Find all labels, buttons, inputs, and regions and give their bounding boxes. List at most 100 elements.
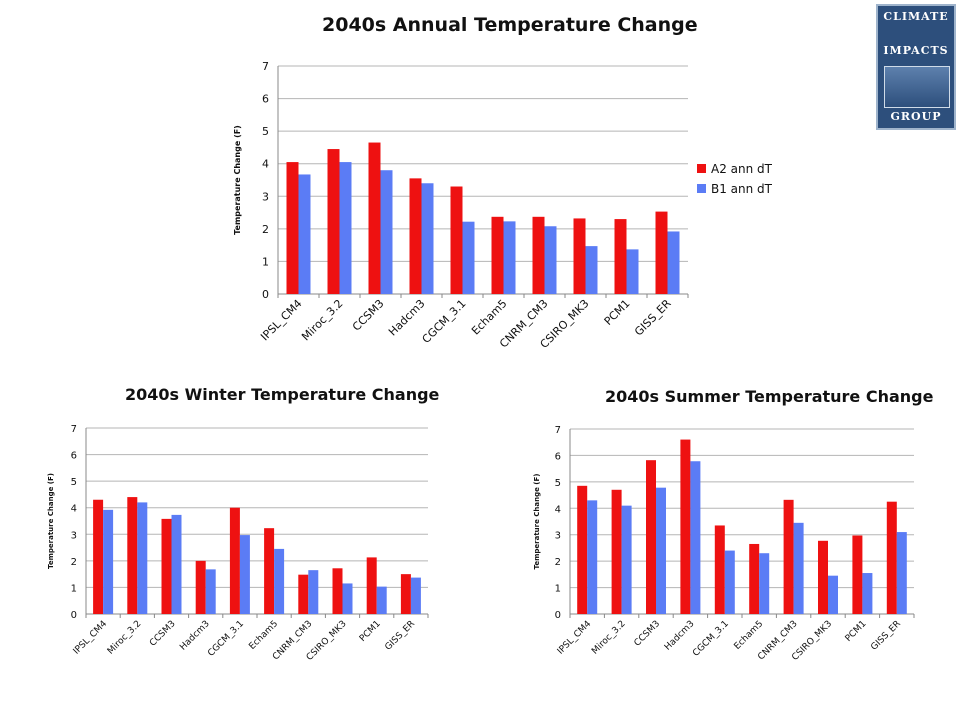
summer-bar-a2: [680, 439, 691, 614]
summer-category-label: Echam5: [733, 619, 766, 652]
summer-bar-b1: [724, 550, 735, 614]
summer-category-label: IPSL_CM4: [556, 619, 594, 657]
summer-bar-a2: [611, 489, 622, 614]
summer-bar-a2: [749, 543, 760, 614]
summer-bar-b1: [828, 575, 838, 614]
winter-bar-b1: [103, 509, 114, 614]
winter-bar-b1: [171, 514, 182, 614]
logo-line-2: IMPACTS: [883, 44, 949, 57]
winter-bar-a2: [161, 518, 172, 614]
summer-bar-a2: [577, 485, 588, 614]
winter-ytick-label: 6: [71, 451, 77, 462]
winter-ytick-label: 4: [71, 504, 77, 515]
winter-chart-title: 2040s Winter Temperature Change: [125, 385, 440, 404]
summer-bar-a2: [886, 501, 897, 614]
annual-ytick-label: 7: [262, 60, 269, 73]
summer-bar-b1: [759, 553, 770, 614]
winter-bar-a2: [127, 497, 138, 614]
summer-bar-b1: [862, 573, 873, 614]
annual-ytick-label: 2: [262, 223, 269, 236]
annual-bar-a2: [368, 142, 381, 294]
summer-bar-b1: [793, 522, 804, 614]
summer-ytick-label: 4: [555, 504, 561, 515]
summer-bar-b1: [621, 505, 632, 614]
annual-y-axis-label: Temperature Change (F): [233, 125, 242, 235]
annual-bar-a2: [532, 216, 545, 294]
winter-bar-a2: [400, 574, 411, 614]
summer-ytick-label: 3: [555, 531, 561, 542]
summer-ytick-label: 1: [555, 584, 561, 595]
summer-bar-a2: [714, 525, 725, 614]
annual-bar-b1: [503, 221, 516, 294]
annual-bar-a2: [491, 216, 504, 294]
summer-bar-b1: [690, 461, 701, 614]
annual-ytick-label: 4: [262, 158, 269, 171]
annual-legend-swatch: [697, 184, 706, 193]
winter-ytick-label: 3: [71, 530, 77, 541]
logo-landscape-icon: [884, 66, 950, 108]
annual-ytick-label: 6: [262, 93, 269, 106]
annual-bar-a2: [327, 149, 340, 294]
summer-category-label: CCSM3: [633, 619, 663, 649]
annual-bar-b1: [585, 246, 598, 294]
summer-chart-title: 2040s Summer Temperature Change: [605, 387, 934, 406]
summer-bar-a2: [783, 499, 794, 614]
summer-category-label: GISS_ER: [869, 619, 903, 653]
annual-ytick-label: 5: [262, 125, 269, 138]
summer-category-label: CGCM_3.1: [691, 619, 731, 659]
annual-bar-a2: [409, 178, 422, 294]
annual-bar-b1: [380, 170, 393, 294]
summer-ytick-label: 6: [555, 451, 561, 462]
winter-ytick-label: 0: [71, 610, 77, 621]
annual-bar-a2: [655, 211, 668, 294]
summer-bar-a2: [818, 540, 828, 614]
winter-bar-b1: [308, 570, 319, 614]
winter-ytick-label: 1: [71, 583, 77, 594]
summer-bar-a2: [646, 460, 656, 614]
annual-legend-label: A2 ann dT: [711, 162, 773, 176]
annual-legend-swatch: [697, 164, 706, 173]
winter-bar-a2: [93, 499, 104, 614]
summer-category-label: PCM1: [844, 619, 869, 644]
annual-ytick-label: 1: [262, 255, 269, 268]
annual-bar-a2: [614, 219, 627, 294]
annual-bar-b1: [667, 231, 680, 294]
annual-legend-label: B1 ann dT: [711, 182, 773, 196]
winter-bar-a2: [298, 574, 309, 614]
annual-bar-b1: [298, 174, 311, 294]
winter-bar-b1: [239, 535, 250, 614]
summer-y-axis-label: Temperature Change (F): [533, 474, 541, 570]
summer-ytick-label: 5: [555, 478, 561, 489]
logo-line-3: GROUP: [890, 110, 942, 123]
winter-bar-a2: [332, 568, 343, 614]
winter-ytick-label: 7: [71, 424, 77, 435]
summer-ytick-label: 7: [555, 425, 561, 436]
climate-impacts-group-logo: CLIMATE IMPACTS GROUP: [876, 4, 956, 130]
annual-chart-title: 2040s Annual Temperature Change: [322, 14, 698, 36]
summer-ytick-label: 0: [555, 610, 561, 621]
annual-bar-b1: [339, 162, 352, 294]
winter-bar-b1: [274, 548, 285, 614]
winter-bar-b1: [376, 586, 387, 614]
summer-category-label: Miroc_3.2: [590, 619, 628, 657]
winter-ytick-label: 2: [71, 557, 77, 568]
winter-ytick-label: 5: [71, 477, 77, 488]
summer-category-label: Hadcm3: [663, 619, 697, 653]
annual-bar-b1: [626, 249, 639, 294]
winter-bar-b1: [137, 502, 148, 614]
winter-y-axis-label: Temperature Change (F): [47, 473, 55, 569]
winter-bar-a2: [195, 560, 206, 614]
annual-bar-b1: [544, 226, 557, 294]
winter-bar-b1: [205, 569, 216, 614]
summer-ytick-label: 2: [555, 557, 561, 568]
logo-line-1: CLIMATE: [883, 10, 949, 23]
summer-bar-b1: [896, 532, 907, 614]
annual-bar-a2: [573, 218, 586, 294]
winter-bar-a2: [264, 528, 275, 614]
annual-ytick-label: 3: [262, 190, 269, 203]
winter-bar-a2: [229, 507, 240, 614]
winter-bar-b1: [410, 577, 421, 614]
